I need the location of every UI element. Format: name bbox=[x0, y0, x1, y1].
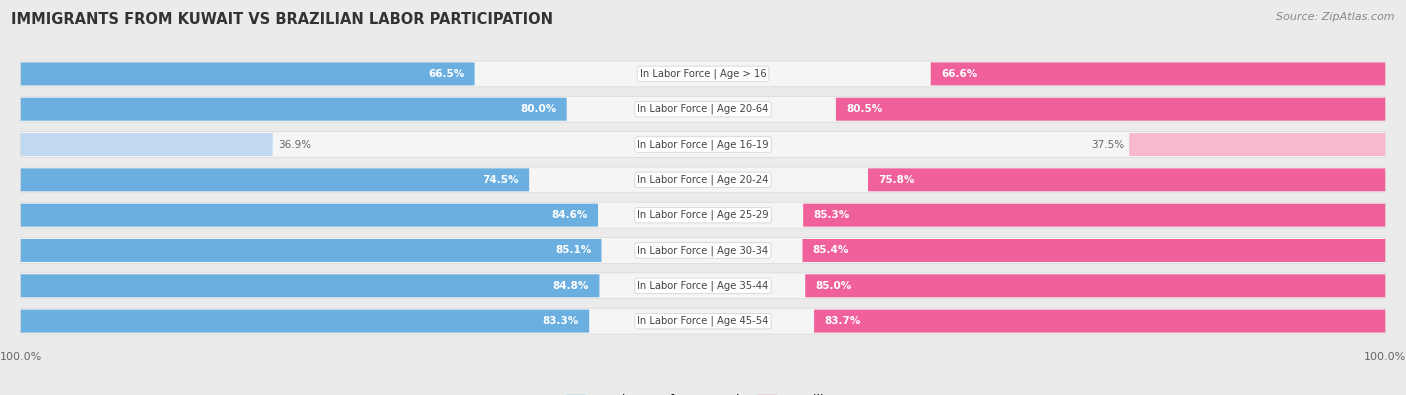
Text: 74.5%: 74.5% bbox=[482, 175, 519, 185]
FancyBboxPatch shape bbox=[931, 62, 1385, 85]
Text: 66.6%: 66.6% bbox=[941, 69, 977, 79]
FancyBboxPatch shape bbox=[814, 310, 1385, 333]
Text: In Labor Force | Age 25-29: In Labor Force | Age 25-29 bbox=[637, 210, 769, 220]
FancyBboxPatch shape bbox=[21, 61, 1385, 87]
Text: 84.8%: 84.8% bbox=[553, 281, 589, 291]
Legend: Immigrants from Kuwait, Brazilian: Immigrants from Kuwait, Brazilian bbox=[565, 394, 841, 395]
FancyBboxPatch shape bbox=[21, 98, 567, 121]
FancyBboxPatch shape bbox=[21, 202, 1385, 228]
Text: 80.0%: 80.0% bbox=[520, 104, 557, 114]
Text: 85.3%: 85.3% bbox=[814, 210, 849, 220]
FancyBboxPatch shape bbox=[21, 274, 599, 297]
Text: 36.9%: 36.9% bbox=[278, 139, 311, 150]
FancyBboxPatch shape bbox=[21, 62, 475, 85]
Text: In Labor Force | Age 30-34: In Labor Force | Age 30-34 bbox=[637, 245, 769, 256]
FancyBboxPatch shape bbox=[21, 308, 1385, 334]
FancyBboxPatch shape bbox=[803, 239, 1385, 262]
Text: IMMIGRANTS FROM KUWAIT VS BRAZILIAN LABOR PARTICIPATION: IMMIGRANTS FROM KUWAIT VS BRAZILIAN LABO… bbox=[11, 12, 553, 27]
Text: 85.1%: 85.1% bbox=[555, 245, 591, 256]
Text: 85.0%: 85.0% bbox=[815, 281, 852, 291]
FancyBboxPatch shape bbox=[21, 133, 273, 156]
Text: 83.7%: 83.7% bbox=[824, 316, 860, 326]
Text: 83.3%: 83.3% bbox=[543, 316, 579, 326]
Text: 66.5%: 66.5% bbox=[427, 69, 464, 79]
FancyBboxPatch shape bbox=[803, 204, 1385, 227]
Text: In Labor Force | Age 35-44: In Labor Force | Age 35-44 bbox=[637, 280, 769, 291]
FancyBboxPatch shape bbox=[1129, 133, 1385, 156]
FancyBboxPatch shape bbox=[21, 168, 529, 191]
Text: 80.5%: 80.5% bbox=[846, 104, 883, 114]
FancyBboxPatch shape bbox=[21, 132, 1385, 158]
FancyBboxPatch shape bbox=[21, 310, 589, 333]
Text: In Labor Force | Age 20-24: In Labor Force | Age 20-24 bbox=[637, 175, 769, 185]
Text: In Labor Force | Age 45-54: In Labor Force | Age 45-54 bbox=[637, 316, 769, 326]
FancyBboxPatch shape bbox=[21, 167, 1385, 193]
FancyBboxPatch shape bbox=[868, 168, 1385, 191]
FancyBboxPatch shape bbox=[21, 273, 1385, 299]
Text: 75.8%: 75.8% bbox=[879, 175, 915, 185]
Text: 85.4%: 85.4% bbox=[813, 245, 849, 256]
FancyBboxPatch shape bbox=[21, 96, 1385, 122]
Text: 84.6%: 84.6% bbox=[551, 210, 588, 220]
Text: Source: ZipAtlas.com: Source: ZipAtlas.com bbox=[1277, 12, 1395, 22]
FancyBboxPatch shape bbox=[837, 98, 1385, 121]
Text: In Labor Force | Age > 16: In Labor Force | Age > 16 bbox=[640, 69, 766, 79]
Text: 37.5%: 37.5% bbox=[1091, 139, 1123, 150]
FancyBboxPatch shape bbox=[21, 237, 1385, 263]
FancyBboxPatch shape bbox=[21, 204, 598, 227]
FancyBboxPatch shape bbox=[21, 239, 602, 262]
Text: In Labor Force | Age 20-64: In Labor Force | Age 20-64 bbox=[637, 104, 769, 115]
FancyBboxPatch shape bbox=[806, 274, 1385, 297]
Text: In Labor Force | Age 16-19: In Labor Force | Age 16-19 bbox=[637, 139, 769, 150]
